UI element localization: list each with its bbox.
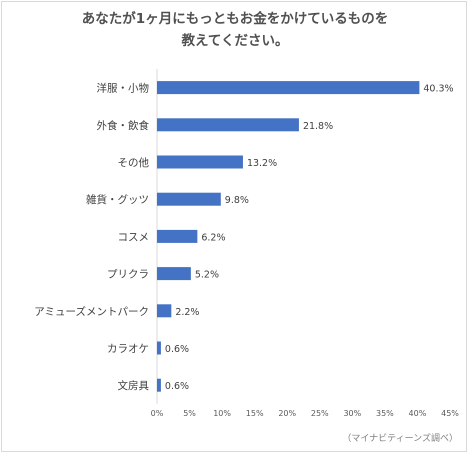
bar	[157, 155, 243, 169]
category-label: プリクラ	[107, 269, 149, 281]
data-label: 21.8%	[303, 121, 333, 132]
category-label: カラオケ	[107, 343, 149, 355]
bar	[157, 378, 161, 392]
x-tick-label: 30%	[343, 409, 361, 418]
data-label: 40.3%	[423, 84, 453, 95]
data-label: 9.8%	[225, 195, 249, 206]
category-label: アミューズメントパーク	[34, 305, 149, 318]
bar	[157, 118, 299, 132]
category-label: その他	[118, 156, 150, 169]
category-label: 洋服・小物	[97, 82, 150, 95]
x-tick-label: 15%	[246, 409, 264, 418]
bar	[157, 229, 198, 243]
category-label: 文房具	[118, 379, 150, 392]
data-label: 13.2%	[247, 158, 277, 169]
bar	[157, 192, 221, 206]
bar	[157, 267, 191, 281]
data-label: 0.6%	[165, 344, 189, 355]
category-label: 外食・飲食	[97, 119, 150, 132]
x-tick-label: 5%	[183, 409, 196, 418]
category-label: コスメ	[118, 231, 150, 243]
x-tick-label: 10%	[213, 409, 231, 418]
x-tick-label: 35%	[376, 409, 394, 418]
x-tick-label: 25%	[311, 409, 329, 418]
category-label: 雑貨・グッツ	[86, 193, 149, 206]
data-label: 2.2%	[175, 307, 199, 318]
chart-title: あなたが1ヶ月にもっともお金をかけているものを 教えてください。	[0, 8, 470, 52]
data-label: 5.2%	[195, 270, 219, 281]
x-tick-label: 0%	[151, 409, 164, 418]
x-tick-label: 45%	[441, 409, 459, 418]
bar	[157, 81, 420, 95]
chart-title-line-2: 教えてください。	[181, 33, 289, 49]
bar	[157, 304, 172, 318]
bar	[157, 341, 161, 355]
data-label: 0.6%	[165, 381, 189, 392]
x-tick-label: 40%	[409, 409, 427, 418]
chart-title-line-1: あなたが1ヶ月にもっともお金をかけているものを	[81, 11, 389, 27]
data-label: 6.2%	[201, 232, 225, 243]
source-note: （マイナビティーンズ調べ）	[342, 434, 458, 444]
x-tick-label: 20%	[278, 409, 296, 418]
